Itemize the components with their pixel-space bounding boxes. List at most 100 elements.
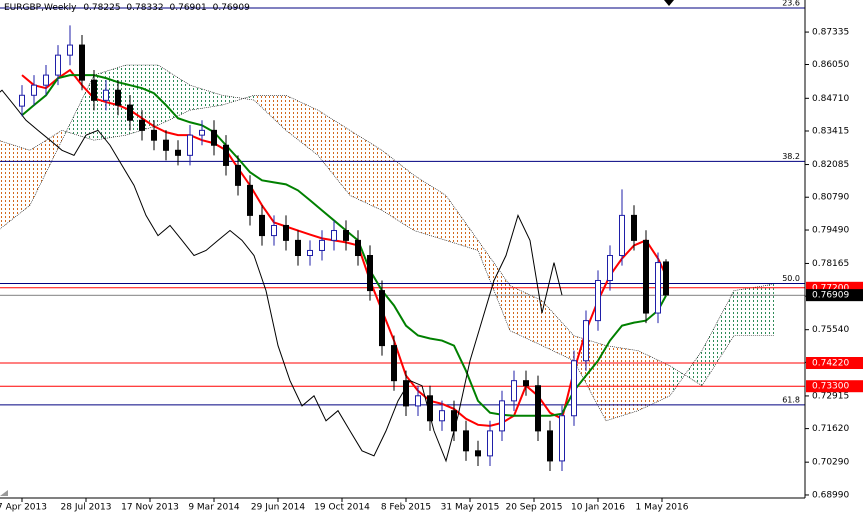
cloud-segment	[638, 350, 670, 411]
candle-body	[403, 380, 409, 407]
candle-body	[79, 44, 85, 81]
x-tick-label: 7 Apr 2013	[0, 503, 47, 513]
candle-body	[55, 54, 61, 76]
cloud-segment	[510, 285, 542, 346]
price-label-box	[806, 380, 863, 393]
candle-body	[535, 385, 541, 432]
shift-marker	[664, 0, 674, 6]
candle-body	[115, 89, 121, 106]
y-tick-label: 0.75540	[812, 325, 849, 335]
cloud-segment	[702, 290, 734, 386]
candle-body	[595, 279, 601, 322]
candle-body	[487, 430, 493, 457]
cloud-segment	[286, 95, 318, 156]
cloud-segment	[350, 130, 382, 211]
x-tick-label: 9 Mar 2014	[188, 503, 240, 513]
cloud-segment	[62, 75, 94, 141]
chart-title: EURGBP,Weekly 0.78225 0.78332 0.76901 0.…	[4, 3, 250, 13]
y-tick-label: 0.82085	[812, 160, 849, 170]
candle-body	[367, 255, 373, 292]
cloud-segment	[446, 195, 478, 251]
candle-body	[139, 119, 145, 131]
cloud-segment	[0, 140, 30, 229]
candle-body	[547, 430, 553, 462]
candle-body	[67, 44, 73, 56]
candle-body	[271, 224, 277, 237]
x-tick-label: 17 Nov 2013	[121, 503, 179, 513]
price-label-box	[806, 357, 863, 370]
price-label: 0.73300	[812, 382, 849, 392]
candle-body	[343, 230, 349, 241]
candle-body	[379, 290, 385, 347]
candle-body	[307, 249, 313, 257]
cloud-segment	[382, 150, 414, 231]
y-tick-label: 0.84710	[812, 94, 849, 104]
cloud-segment	[126, 65, 158, 136]
candle-body	[475, 450, 481, 457]
candle-body	[223, 144, 229, 166]
y-tick-label: 0.70290	[812, 458, 849, 468]
candle-body	[283, 224, 289, 241]
candle-body	[151, 129, 157, 141]
candle-body	[559, 415, 565, 462]
x-tick-label: 19 Oct 2014	[314, 503, 370, 513]
y-tick-label: 0.79490	[812, 226, 849, 236]
y-tick-label: 0.80790	[812, 193, 849, 203]
cloud-segment	[574, 335, 606, 421]
corner-marker	[0, 490, 8, 496]
candle-body	[415, 395, 421, 407]
fibo-label: 23.6	[782, 0, 800, 7]
x-tick-label: 28 Jul 2013	[61, 503, 112, 513]
plot-area: 23.6 38.2 50.0 61.8	[0, 0, 805, 472]
candle-body	[31, 84, 37, 96]
candle-body	[619, 214, 625, 257]
cloud-segment	[414, 175, 446, 241]
y-tick-label: 0.68990	[812, 490, 849, 500]
candle-body	[631, 214, 637, 241]
candle-body	[163, 139, 169, 151]
price-label: 0.76909	[812, 291, 849, 301]
candle-body	[571, 360, 577, 417]
candle-body	[19, 94, 25, 107]
y-tick-label: 0.72915	[812, 391, 849, 401]
candle-body	[427, 395, 433, 422]
fibo-label: 61.8	[782, 395, 800, 404]
candle-body	[319, 239, 325, 251]
cloud-segment	[606, 345, 638, 421]
candle-body	[127, 104, 133, 121]
candle-body	[451, 410, 457, 432]
symbol: EURGBP,Weekly	[4, 3, 77, 13]
fibo-label: 38.2	[782, 152, 800, 161]
candle-body	[655, 262, 661, 314]
x-tick-label: 8 Feb 2015	[381, 503, 431, 513]
x-tick-label: 1 May 2016	[636, 503, 689, 513]
x-tick-label: 20 Sep 2015	[505, 503, 562, 513]
candle-body	[355, 239, 361, 257]
last-high: 0.78332	[126, 3, 163, 13]
candle-body	[439, 410, 445, 422]
cloud-segment	[318, 110, 350, 196]
candle-body	[583, 320, 589, 362]
y-tick-label: 0.78165	[812, 259, 849, 269]
cloud-segment	[158, 65, 190, 126]
candle-body	[43, 74, 49, 86]
cloud-segment	[30, 130, 62, 206]
candle-body	[235, 164, 241, 186]
cloud-segment	[190, 85, 222, 111]
price-label: 0.77200	[812, 283, 849, 293]
cloud-boundary	[0, 94, 774, 387]
candle-body	[663, 261, 669, 296]
candle-body	[187, 134, 193, 156]
x-tick-label: 31 May 2015	[441, 503, 500, 513]
cloud-segment	[734, 285, 766, 336]
candle-body	[247, 184, 253, 216]
x-tick-label: 10 Jan 2016	[571, 503, 625, 513]
cloud-segment	[766, 283, 774, 336]
cloud-segment	[542, 300, 574, 361]
last-open: 0.78225	[83, 3, 120, 13]
candle-body	[607, 255, 613, 281]
cloud-segment	[254, 95, 286, 131]
candle-body	[211, 129, 217, 146]
candle-body	[523, 380, 529, 387]
